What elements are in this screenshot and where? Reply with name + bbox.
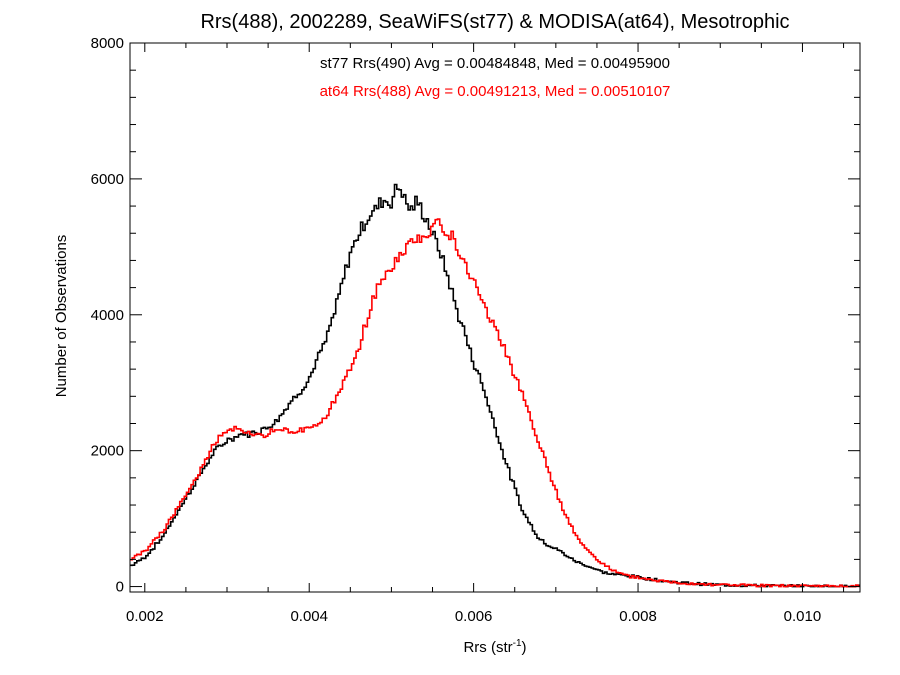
x-tick-label: 0.004 — [290, 608, 328, 625]
x-axis-label: Rrs (str-1) — [463, 638, 526, 656]
x-tick-label: 0.010 — [784, 608, 822, 625]
x-tick-label: 0.008 — [619, 608, 657, 625]
plot-area — [130, 183, 860, 588]
annotation-st77: st77 Rrs(490) Avg = 0.00484848, Med = 0.… — [320, 55, 670, 72]
y-tick-label: 0 — [116, 579, 124, 596]
y-axis-label: Number of Observations — [53, 235, 70, 398]
histogram-series-2 — [130, 218, 860, 588]
chart-title: Rrs(488), 2002289, SeaWiFS(st77) & MODIS… — [200, 11, 789, 33]
y-axis: 0 2000 4000 6000 8000 — [91, 35, 860, 596]
x-axis-label-superscript: -1 — [513, 638, 522, 649]
x-tick-label: 0.006 — [455, 608, 493, 625]
y-tick-label: 4000 — [91, 307, 124, 324]
annotation-at64: at64 Rrs(488) Avg = 0.00491213, Med = 0.… — [320, 83, 671, 100]
y-tick-label: 8000 — [91, 35, 124, 52]
x-axis-label-main: Rrs (str — [463, 639, 512, 656]
x-tick-label: 0.002 — [126, 608, 164, 625]
x-axis: 0.002 0.004 0.006 0.008 0.010 — [126, 43, 845, 625]
y-tick-label: 6000 — [91, 171, 124, 188]
plot-frame — [129, 42, 861, 593]
x-axis-label-end: ) — [522, 639, 527, 656]
y-tick-label: 2000 — [91, 443, 124, 460]
